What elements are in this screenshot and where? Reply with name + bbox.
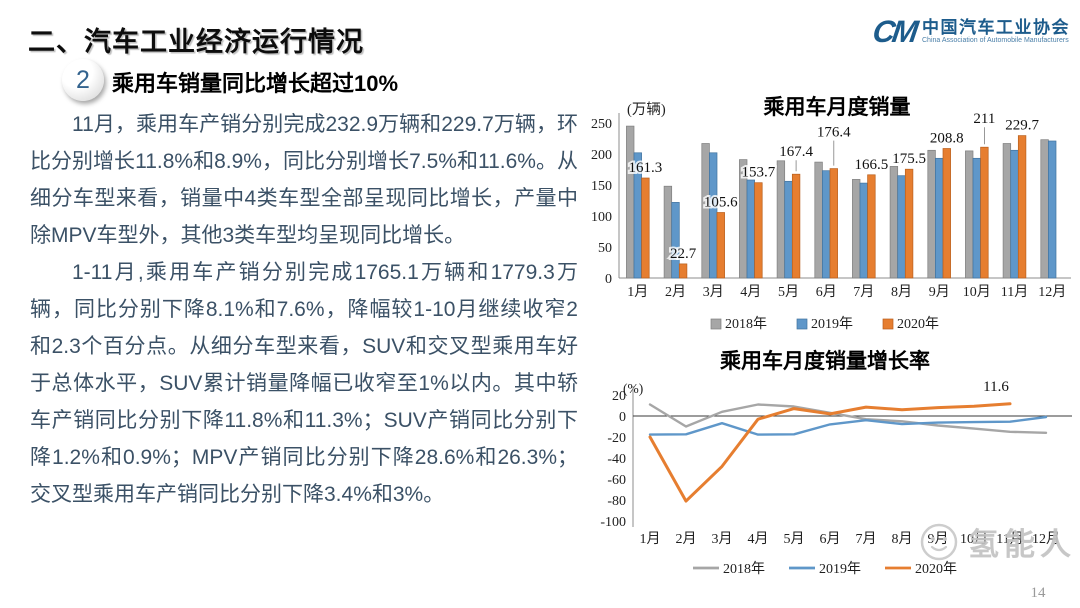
svg-text:(万辆): (万辆) — [627, 101, 666, 118]
svg-text:2019年: 2019年 — [811, 316, 853, 332]
section-number-badge: 2 — [62, 59, 104, 101]
caam-logo: CM 中国汽车工业协会 China Association of Automob… — [870, 14, 1070, 49]
svg-text:100: 100 — [591, 210, 612, 225]
svg-text:4月: 4月 — [748, 531, 769, 547]
svg-text:161.3: 161.3 — [629, 160, 663, 176]
svg-text:-20: -20 — [607, 431, 626, 446]
svg-text:2月: 2月 — [665, 284, 686, 300]
svg-text:2019年: 2019年 — [819, 561, 861, 577]
svg-text:9月: 9月 — [929, 284, 950, 300]
watermark-face-icon — [920, 523, 958, 560]
svg-text:2020年: 2020年 — [897, 316, 939, 332]
svg-text:1月: 1月 — [627, 284, 648, 300]
svg-text:乘用车月度销量: 乘用车月度销量 — [763, 95, 911, 119]
svg-text:211: 211 — [973, 111, 995, 127]
watermark: 氢能人 — [918, 519, 1076, 564]
watermark-text: 氢能人 — [968, 527, 1076, 562]
body-paragraph-1: 11月，乘用车产销分别完成232.9万辆和229.7万辆，环比分别增长11.8%… — [30, 113, 578, 247]
svg-text:8月: 8月 — [891, 284, 912, 300]
body-text: 11月，乘用车产销分别完成232.9万辆和229.7万辆，环比分别增长11.8%… — [30, 106, 578, 513]
body-paragraph-2: 1-11月,乘用车产销分别完成1765.1万辆和1779.3万辆，同比分别下降8… — [30, 261, 578, 506]
svg-text:2018年: 2018年 — [725, 316, 767, 332]
svg-text:175.5: 175.5 — [892, 151, 926, 167]
svg-text:1月: 1月 — [640, 531, 661, 547]
monthly-growth-rate-line-chart: 乘用车月度销量增长率 (%) 20 0 -20 -40 -60 -80 -100 1月 2月 3月 4月… — [585, 346, 1077, 588]
svg-text:176.4: 176.4 — [817, 125, 851, 141]
svg-text:153.7: 153.7 — [742, 165, 776, 181]
svg-text:9月: 9月 — [928, 531, 949, 547]
caam-name-cn: 中国汽车工业协会 — [922, 17, 1070, 37]
svg-text:229.7: 229.7 — [1005, 118, 1039, 134]
svg-text:5月: 5月 — [778, 284, 799, 300]
page-title: 二、汽车工业经济运行情况 — [28, 27, 364, 57]
svg-text:2018年: 2018年 — [723, 561, 765, 577]
svg-text:11月: 11月 — [1001, 284, 1028, 300]
caam-monogram-icon: CM — [870, 14, 918, 49]
svg-text:4月: 4月 — [740, 284, 761, 300]
svg-text:167.4: 167.4 — [779, 144, 813, 160]
svg-text:11.6: 11.6 — [983, 379, 1009, 395]
svg-text:10月: 10月 — [963, 284, 991, 300]
svg-text:0: 0 — [619, 410, 626, 425]
svg-text:20: 20 — [612, 389, 626, 404]
svg-text:7月: 7月 — [856, 531, 877, 547]
svg-text:-80: -80 — [607, 494, 626, 509]
caam-name-en: China Association of Automobile Manufact… — [922, 37, 1069, 45]
monthly-sales-bar-chart: 乘用车月度销量 (万辆) 0 50 100 150 200 250 1月 2月 3月 4月 5月 6月 7月… — [585, 93, 1077, 341]
svg-text:208.8: 208.8 — [930, 131, 964, 147]
svg-text:200: 200 — [591, 148, 612, 163]
svg-text:105.6: 105.6 — [704, 195, 738, 211]
svg-text:-40: -40 — [607, 452, 626, 467]
svg-text:-60: -60 — [607, 473, 626, 488]
svg-text:6月: 6月 — [820, 531, 841, 547]
svg-text:5月: 5月 — [784, 531, 805, 547]
svg-text:12月: 12月 — [1038, 284, 1066, 300]
svg-text:250: 250 — [591, 117, 612, 132]
svg-text:50: 50 — [598, 241, 612, 256]
svg-text:2020年: 2020年 — [915, 561, 957, 577]
page-number: 14 — [1030, 585, 1046, 601]
svg-text:7月: 7月 — [853, 284, 874, 300]
svg-text:8月: 8月 — [892, 531, 913, 547]
svg-text:0: 0 — [605, 272, 612, 287]
svg-text:3月: 3月 — [703, 284, 724, 300]
svg-text:-100: -100 — [600, 515, 626, 530]
svg-text:12月: 12月 — [1032, 531, 1060, 547]
svg-text:乘用车月度销量增长率: 乘用车月度销量增长率 — [719, 349, 930, 373]
svg-text:6月: 6月 — [816, 284, 837, 300]
svg-text:22.7: 22.7 — [670, 246, 697, 262]
svg-text:3月: 3月 — [712, 531, 733, 547]
svg-text:10月: 10月 — [960, 531, 988, 547]
bar-chart-svg: 乘用车月度销量 (万辆) 0 50 100 150 200 250 1月 2月 3月 4月 5月 6月 7月… — [591, 95, 1071, 332]
slide-subtitle: 乘用车销量同比增长超过10% — [112, 71, 399, 96]
svg-text:2月: 2月 — [676, 531, 697, 547]
svg-text:11月: 11月 — [996, 531, 1023, 547]
svg-text:166.5: 166.5 — [855, 157, 889, 173]
svg-text:150: 150 — [591, 179, 612, 194]
